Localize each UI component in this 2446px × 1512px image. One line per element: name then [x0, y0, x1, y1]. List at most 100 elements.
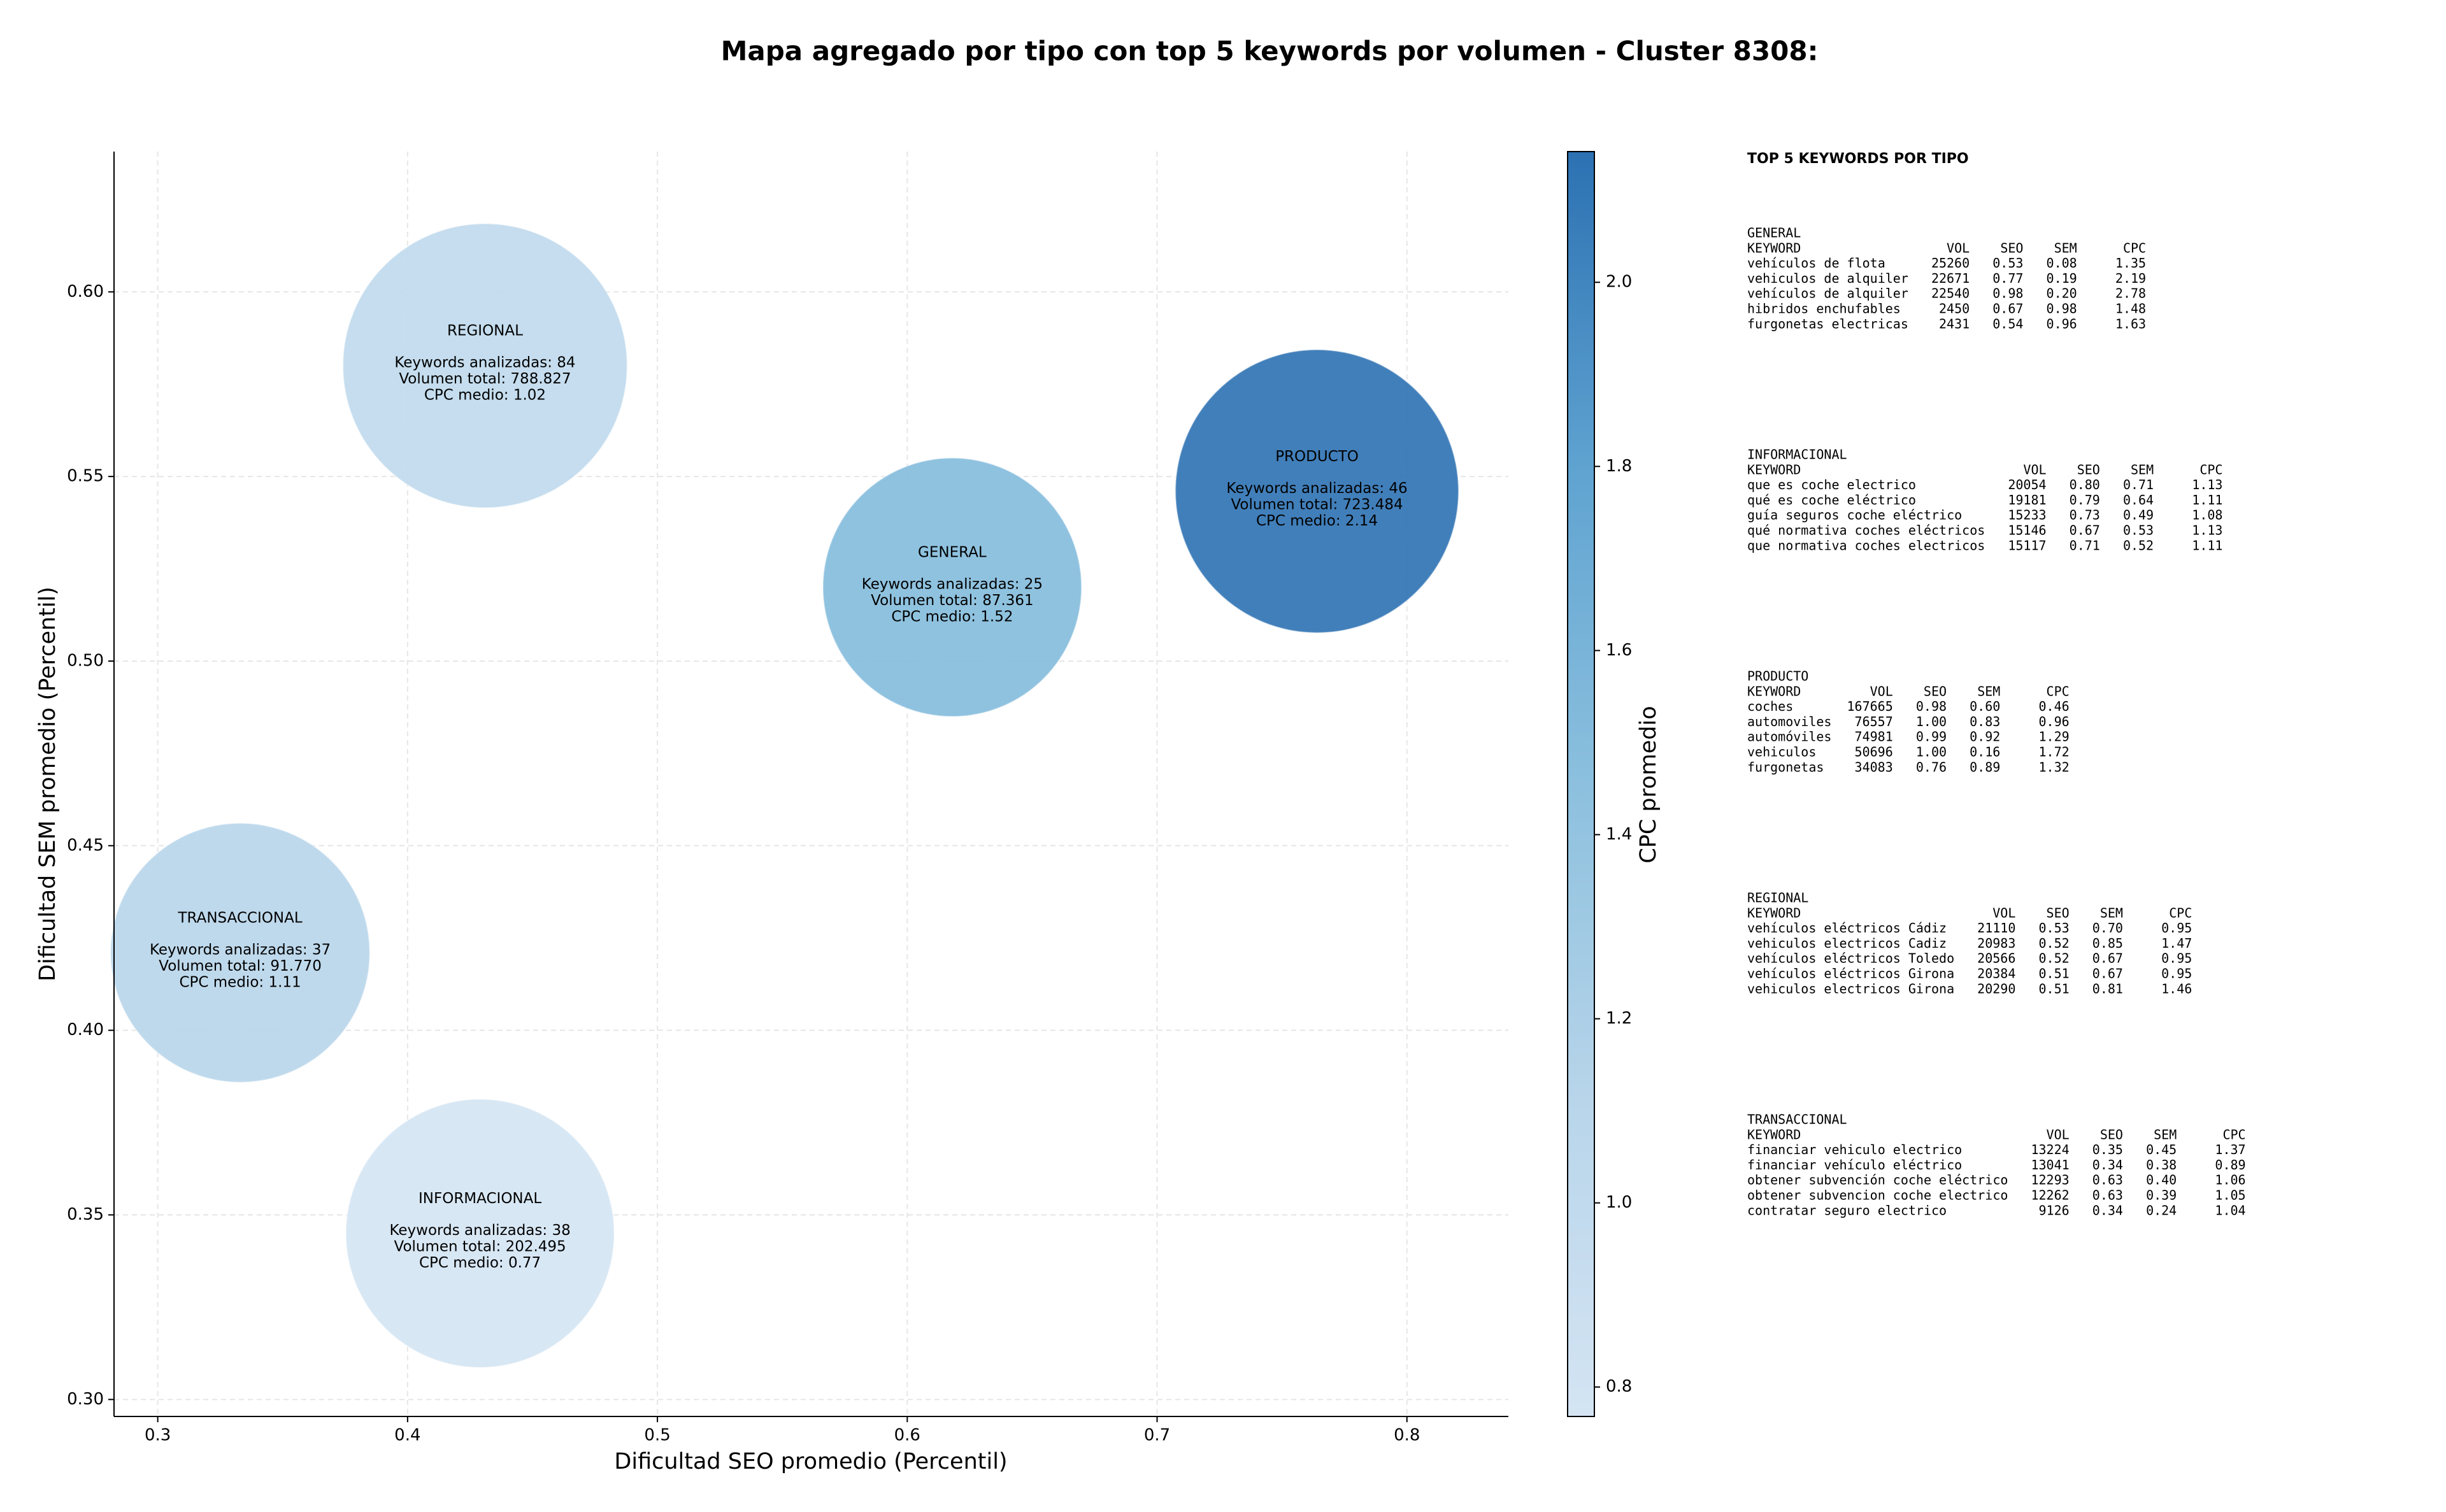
table-cell: contratar seguro electrico	[1747, 1202, 1947, 1218]
table-cell: 20983	[1977, 936, 2015, 951]
table-cell: 0.98	[1916, 699, 1947, 714]
table-cell: obtener subvención coche eléctrico	[1747, 1173, 2008, 1188]
table-header: SEO	[2000, 240, 2023, 255]
table-cell: 1.04	[2215, 1202, 2245, 1218]
table-header: SEM	[2100, 905, 2123, 920]
table-cell: 1.35	[2115, 255, 2146, 271]
table-header: CPC	[2047, 683, 2070, 699]
table-cell: 0.98	[1992, 286, 2023, 301]
table-cell: 0.20	[2047, 286, 2077, 301]
table-header: VOL	[1870, 683, 1893, 699]
bubble-annotation: CPC medio: 1.02	[424, 387, 546, 404]
table-cell: 1.00	[1916, 714, 1947, 729]
table-cell: 0.89	[1970, 759, 2000, 774]
table-cell: 1.06	[2215, 1173, 2245, 1188]
table-cell: qué es coche eléctrico	[1747, 492, 1916, 508]
table-cell: vehiculos de alquiler	[1747, 271, 1908, 286]
table-cell: 0.71	[2070, 538, 2100, 553]
table-header: SEO	[2077, 462, 2100, 477]
colorbar-tick-label: 1.6	[1606, 641, 1632, 660]
x-tick-label: 0.3	[145, 1426, 171, 1445]
table-cell: 74981	[1855, 729, 1893, 745]
table-cell: 2431	[1939, 316, 1970, 331]
table-cell: 0.53	[2039, 920, 2070, 936]
table-cell: 1.63	[2115, 316, 2146, 331]
table-header: CPC	[2123, 240, 2146, 255]
table-header: VOL	[1947, 240, 1970, 255]
table-cell: 1.29	[2039, 729, 2070, 745]
table-cell: 22540	[1931, 286, 1970, 301]
table-cell: 13041	[2031, 1157, 2069, 1173]
table-cell: 0.51	[2039, 981, 2070, 996]
table-header: SEO	[2100, 1127, 2123, 1142]
x-tick-label: 0.5	[644, 1426, 670, 1445]
table-header: CPC	[2199, 462, 2222, 477]
table-header: KEYWORD	[1747, 1127, 1801, 1142]
table-cell: 0.67	[2092, 966, 2123, 981]
table-cell: 0.83	[1970, 714, 2000, 729]
table-name: PRODUCTO	[1747, 669, 1808, 684]
table-cell: 0.67	[2092, 951, 2123, 966]
x-tick-label: 0.8	[1394, 1426, 1420, 1445]
table-header: VOL	[1992, 905, 2015, 920]
table-cell: 9126	[2039, 1202, 2070, 1218]
table-cell: 34083	[1855, 759, 1893, 774]
table-cell: 0.46	[2039, 699, 2070, 714]
table-cell: vehiculos electricos Girona	[1747, 981, 1954, 996]
table-header: SEO	[1924, 683, 1947, 699]
table-cell: vehículos de flota	[1747, 255, 1885, 271]
table-cell: 1.72	[2039, 745, 2070, 760]
y-tick-label: 0.40	[67, 1020, 104, 1039]
table-cell: 0.92	[1970, 729, 2000, 745]
table-cell: 2450	[1939, 301, 1970, 317]
table-cell: 0.79	[2070, 492, 2100, 508]
table-cell: 0.16	[1970, 745, 2000, 760]
bubble-annotation: Volumen total: 87.361	[871, 592, 1034, 609]
colorbar-tick-label: 1.8	[1606, 457, 1632, 476]
table-cell: 20290	[1977, 981, 2015, 996]
table-cell: 1.13	[2192, 523, 2222, 538]
table-cell: 1.11	[2192, 538, 2222, 553]
table-cell: 20384	[1977, 966, 2015, 981]
y-tick-label: 0.30	[67, 1390, 104, 1409]
table-cell: 2.78	[2115, 286, 2146, 301]
table-cell: que es coche electrico	[1747, 477, 1916, 492]
table-cell: 1.05	[2215, 1188, 2245, 1203]
x-tick-label: 0.6	[894, 1426, 920, 1445]
table-cell: financiar vehiculo electrico	[1747, 1142, 1962, 1157]
table-cell: 1.32	[2039, 759, 2070, 774]
table-cell: 15146	[2008, 523, 2046, 538]
table-cell: 21110	[1977, 920, 2015, 936]
table-cell: financiar vehículo eléctrico	[1747, 1157, 1962, 1173]
table-cell: 50696	[1855, 745, 1893, 760]
table-cell: 0.54	[1992, 316, 2023, 331]
table-cell: 0.38	[2146, 1157, 2177, 1173]
colorbar-tick-label: 1.0	[1606, 1193, 1632, 1212]
bubble	[110, 822, 371, 1083]
table-header: KEYWORD	[1747, 240, 1801, 255]
table-cell: vehículos eléctricos Girona	[1747, 966, 1954, 981]
table-header: KEYWORD	[1747, 462, 1801, 477]
table-cell: qué normativa coches eléctricos	[1747, 523, 1985, 538]
table-header: SEM	[1977, 683, 2000, 699]
bubble	[345, 1098, 615, 1369]
table-cell: furgonetas	[1747, 759, 1824, 774]
table-cell: vehículos eléctricos Cádiz	[1747, 920, 1947, 936]
table-cell: 0.95	[2161, 920, 2192, 936]
colorbar-tick-label: 0.8	[1606, 1377, 1632, 1396]
table-cell: 167665	[1847, 699, 1893, 714]
table-cell: 0.67	[2070, 523, 2100, 538]
side-panel-title: TOP 5 KEYWORDS POR TIPO	[1747, 151, 1969, 167]
table-cell: 0.96	[2039, 714, 2070, 729]
y-tick-label: 0.60	[67, 282, 104, 301]
table-cell: 12293	[2031, 1173, 2069, 1188]
table-cell: 0.53	[1992, 255, 2023, 271]
table-header: VOL	[2023, 462, 2046, 477]
table-cell: 22671	[1931, 271, 1970, 286]
table-cell: 0.81	[2092, 981, 2123, 996]
table-cell: 20054	[2008, 477, 2046, 492]
